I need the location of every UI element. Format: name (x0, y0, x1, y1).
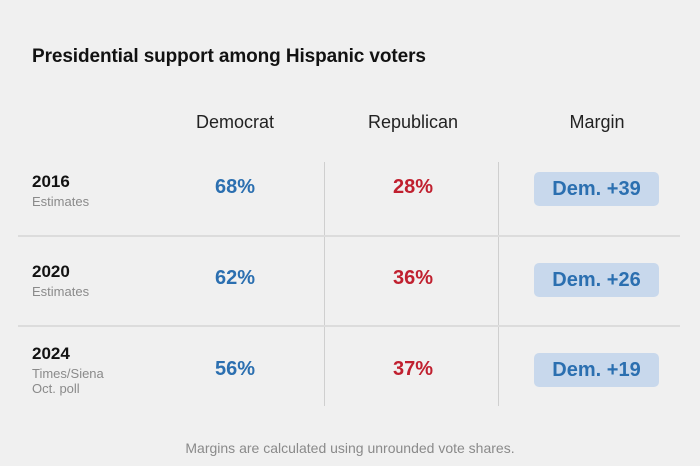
row-label: 2024 Times/Siena Oct. poll (32, 344, 104, 396)
row-label: 2020 Estimates (32, 262, 89, 299)
democrat-share: 62% (214, 267, 256, 289)
democrat-share: 68% (214, 176, 256, 198)
column-header-margin: Margin (569, 112, 625, 132)
row-year: 2020 (32, 262, 70, 281)
row-source-line: Oct. poll (32, 381, 80, 396)
row-source: Times/Siena Oct. poll (32, 366, 104, 396)
republican-share: 37% (392, 358, 434, 380)
row-divider (18, 325, 680, 327)
margin-badge: Dem. +26 (534, 263, 659, 297)
row-source-line: Times/Siena (32, 366, 104, 381)
margin-badge: Dem. +19 (534, 353, 659, 387)
row-source: Estimates (32, 194, 90, 209)
column-divider (324, 162, 325, 406)
republican-share: 28% (392, 176, 434, 198)
row-year: 2024 (32, 344, 70, 363)
column-divider (498, 162, 499, 406)
table-title: Presidential support among Hispanic vote… (32, 46, 426, 67)
row-source: Estimates (32, 284, 90, 299)
footnote: Margins are calculated using unrounded v… (185, 440, 515, 456)
row-year: 2016 (32, 172, 70, 191)
row-label: 2016 Estimates (32, 172, 89, 209)
column-header-republican: Republican (367, 112, 459, 132)
margin-badge: Dem. +39 (534, 172, 659, 206)
republican-share: 36% (392, 267, 434, 289)
column-header-democrat: Democrat (195, 112, 275, 132)
democrat-share: 56% (214, 358, 256, 380)
row-divider (18, 235, 680, 237)
